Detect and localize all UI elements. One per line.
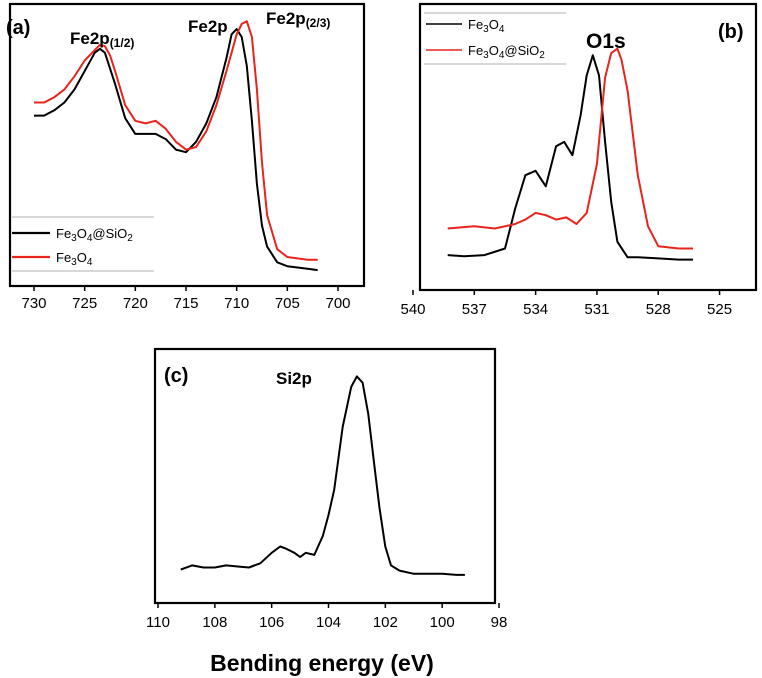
- legend-label-fe3o4-sio2: Fe3O4@SiO2: [468, 43, 545, 61]
- peak-label-o1s: O1s: [586, 30, 626, 53]
- peak-label-fe2p-1-2: Fe2p(1/2): [70, 29, 134, 50]
- series-line-si2p: [180, 375, 465, 576]
- peak-label-si2p: Si2p: [276, 369, 312, 388]
- legend-label-fe3o4: Fe3O4: [56, 250, 93, 268]
- x-tick-label: 540: [400, 301, 425, 318]
- panel-b-x-ticks: 540 537 534 531 528 525: [400, 290, 732, 318]
- x-tick-label: 710: [224, 295, 249, 312]
- panel-b: 540 537 534 531 528 525 (b) O1s Fe3O4 Fe3O4@S…: [400, 2, 758, 318]
- series-line-fe3o4: [447, 54, 693, 261]
- panel-b-series: [447, 47, 693, 261]
- x-tick-label: 730: [21, 295, 46, 312]
- panel-a-label: (a): [6, 17, 30, 39]
- series-line-fe3o4: [34, 20, 318, 261]
- x-tick-label: 528: [646, 301, 671, 318]
- series-line-fe3o4-sio2: [34, 28, 318, 272]
- x-axis-label: Bending energy (eV): [210, 650, 434, 676]
- panel-b-legend: Fe3O4 Fe3O4@SiO2: [424, 12, 566, 65]
- x-tick-label: 98: [491, 614, 508, 631]
- panel-c: 110 108 106 104 102 100 98 (c) Si2p: [146, 347, 507, 631]
- panel-a-legend: Fe3O4@SiO2 Fe3O4: [12, 216, 154, 272]
- x-tick-label: 715: [173, 295, 198, 312]
- x-tick-label: 525: [707, 301, 732, 318]
- x-tick-label: 102: [373, 614, 398, 631]
- x-tick-label: 110: [146, 614, 170, 631]
- x-tick-label: 531: [584, 301, 609, 318]
- x-tick-label: 700: [325, 295, 350, 312]
- x-tick-label: 534: [523, 301, 548, 318]
- peak-label-fe2p-2-3: Fe2p(2/3): [266, 9, 330, 30]
- panel-c-label: (c): [164, 365, 188, 387]
- panel-c-frame: [153, 347, 497, 605]
- panel-a: 730 725 720 715 710 705 700 (a) Fe2p(1/2) Fe2p…: [6, 2, 366, 312]
- x-tick-label: 720: [123, 295, 148, 312]
- series-line-fe3o4-sio2: [447, 47, 693, 250]
- legend-label-fe3o4: Fe3O4: [468, 17, 505, 35]
- x-tick-label: 537: [462, 301, 487, 318]
- peak-label-fe2p: Fe2p: [188, 17, 228, 36]
- x-tick-label: 100: [430, 614, 455, 631]
- x-tick-label: 725: [72, 295, 97, 312]
- panel-b-label: (b): [718, 21, 744, 43]
- x-tick-label: 705: [275, 295, 300, 312]
- panel-b-frame: [418, 2, 758, 292]
- x-tick-label: 108: [202, 614, 227, 631]
- x-tick-label: 104: [316, 614, 341, 631]
- panel-a-series: [34, 20, 318, 272]
- panel-a-frame: [8, 2, 366, 288]
- panel-c-x-ticks: 110 108 106 104 102 100 98: [146, 603, 507, 631]
- panel-a-x-ticks: 730 725 720 715 710 705 700: [21, 286, 351, 312]
- legend-label-fe3o4-sio2: Fe3O4@SiO2: [56, 226, 133, 244]
- x-tick-label: 106: [259, 614, 284, 631]
- panel-c-series: [180, 375, 465, 576]
